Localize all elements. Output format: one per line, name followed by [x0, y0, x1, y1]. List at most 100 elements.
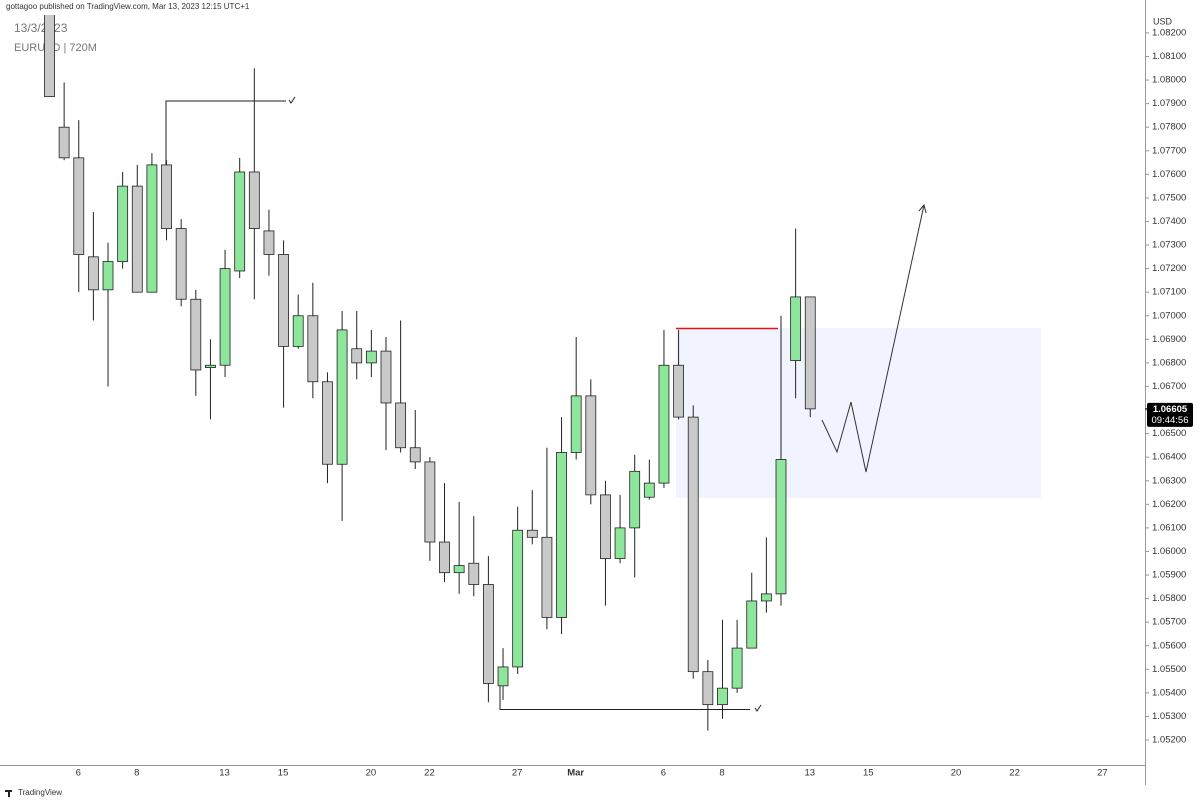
candle-body	[44, 15, 55, 97]
candle-body	[600, 494, 611, 559]
y-tick-label: 1.05800	[1152, 593, 1186, 604]
logo-icon	[5, 790, 12, 797]
publisher: gottagoo published on TradingView.com, M…	[6, 2, 250, 11]
candle-body	[424, 461, 436, 543]
candle-body	[614, 527, 626, 559]
y-tick-label: 1.06800	[1152, 357, 1186, 368]
candle-body	[307, 315, 319, 383]
candle-body	[512, 529, 524, 668]
y-tick-label: 1.07300	[1152, 240, 1186, 251]
candle-body	[58, 126, 70, 159]
candle-body	[760, 593, 772, 602]
y-axis-label: USD	[1153, 16, 1173, 26]
last-price-label: 1.06605	[1153, 404, 1188, 415]
candle-body	[687, 416, 699, 673]
candle-body	[717, 687, 728, 706]
x-tick-label: 13	[219, 768, 230, 779]
candle-body	[146, 164, 158, 293]
candle-body	[205, 364, 216, 369]
y-tick-label: 1.07800	[1152, 122, 1186, 133]
candles	[44, 15, 816, 731]
candle-body	[263, 230, 275, 255]
arrow-head	[918, 203, 927, 214]
candle-body	[629, 470, 641, 529]
y-tick-label: 1.08100	[1152, 51, 1186, 62]
candle-body	[395, 402, 407, 449]
x-tick-label: 6	[661, 768, 666, 779]
y-tick-label: 1.06400	[1152, 452, 1186, 463]
y-tick-label: 1.06300	[1152, 475, 1186, 486]
candle-body	[190, 298, 202, 371]
candle-body	[439, 541, 450, 574]
candle-body	[365, 350, 377, 364]
level-line	[499, 685, 750, 710]
candle-body	[73, 157, 85, 255]
x-tick-label: 27	[512, 768, 523, 779]
y-tick-label: 1.07500	[1152, 192, 1186, 203]
candle-body	[804, 296, 816, 410]
y-tick-label: 1.05900	[1152, 570, 1186, 581]
candle-body	[292, 315, 304, 347]
candle-body	[102, 261, 114, 291]
candle-body	[658, 364, 670, 484]
y-tick-label: 1.05300	[1152, 711, 1186, 722]
x-tick-label: 6	[76, 768, 81, 779]
check-icon	[754, 704, 762, 712]
candle-body	[775, 459, 787, 595]
y-tick-label: 1.05700	[1152, 617, 1186, 628]
candle-body	[643, 482, 655, 498]
drawings	[165, 96, 1041, 712]
candle-body	[746, 600, 758, 649]
candle-body	[673, 364, 684, 418]
x-tick-label: 8	[134, 768, 139, 779]
y-tick-label: 1.08000	[1152, 75, 1186, 86]
projection	[821, 204, 925, 473]
y-tick-label: 1.06100	[1152, 522, 1186, 533]
y-tick-label: 1.07400	[1152, 216, 1186, 227]
x-tick-label: 8	[719, 768, 724, 779]
x-tick-label: 20	[951, 768, 962, 779]
candle-body	[161, 164, 172, 229]
candle-body	[322, 381, 333, 465]
x-tick-label: 15	[863, 768, 874, 779]
candle-body	[409, 447, 421, 463]
candle-body	[248, 171, 260, 229]
y-tick-label: 1.05200	[1152, 735, 1186, 746]
y-tick-label: 1.07000	[1152, 310, 1186, 321]
y-tick-label: 1.05400	[1152, 687, 1186, 698]
candle-body	[219, 268, 231, 366]
candle-body	[234, 171, 246, 272]
y-tick-label: 1.05600	[1152, 640, 1186, 651]
x-tick-label: 27	[1097, 768, 1108, 779]
y-tick-label: 1.07600	[1152, 169, 1186, 180]
candle-body	[117, 185, 129, 262]
candle-body	[541, 536, 553, 618]
candle-body	[731, 647, 743, 689]
date-label: 13/3/2023	[14, 21, 68, 35]
candle-body	[336, 329, 348, 465]
candle-body	[790, 296, 802, 361]
y-tick-label: 1.06200	[1152, 499, 1186, 510]
y-tick-label: 1.07700	[1152, 145, 1186, 156]
candle-body	[497, 666, 509, 687]
y-tick-label: 1.07200	[1152, 263, 1186, 274]
y-tick-label: 1.05500	[1152, 664, 1186, 675]
countdown: 09:44:56	[1152, 415, 1189, 426]
x-tick-label: 15	[278, 768, 289, 779]
y-tick-label: 1.06700	[1152, 381, 1186, 392]
logo: TradingView	[18, 788, 62, 797]
x-tick-label: 22	[424, 768, 435, 779]
candle-body	[175, 228, 187, 300]
y-tick-label: 1.07900	[1152, 98, 1186, 109]
candle-body	[556, 452, 567, 618]
level-line	[165, 100, 286, 165]
candle-body	[468, 562, 480, 585]
candle-body	[585, 395, 597, 496]
candle-body	[526, 529, 538, 538]
candle-body	[131, 185, 143, 293]
candle-body	[351, 348, 363, 364]
candle-body	[87, 256, 99, 291]
